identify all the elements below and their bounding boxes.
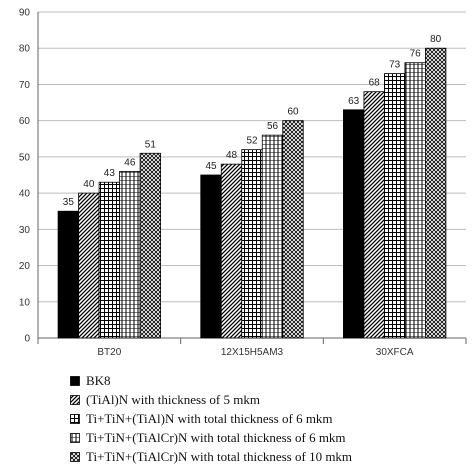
bar [200,174,222,339]
bar [57,210,79,339]
legend-label: (TiAl)N with thickness of 5 mkm [86,391,260,407]
legend-swatch [70,413,80,424]
bar [363,91,385,339]
data-labels: 35 40 43 46 51 45 48 52 56 60 63 68 73 76 80 [63,34,442,208]
data-label: 48 [226,150,238,161]
data-label: 35 [63,197,75,208]
bar [261,134,284,339]
legend-label: Ti+TiN+(TiAlCr)N with total thickness of… [86,429,346,445]
bar [220,163,243,339]
legend-label: Ti+TiN+(TiAlCr)N with total thickness of… [86,448,353,464]
data-label: 46 [124,157,136,168]
category-label: 30XFCA [376,347,414,358]
bar [282,120,304,339]
data-label: 68 [369,78,381,89]
category-label: BT20 [97,347,121,358]
legend-item: Ti+TiN+(TiAlCr)N with total thickness of… [70,447,470,466]
legend-item: (TiAl)N with thickness of 5 mkm [70,390,470,409]
data-label: 73 [389,60,401,71]
legend-item: Ti+TiN+(TiAlCr)N with total thickness of… [70,428,470,447]
y-tick-label: 20 [19,261,31,272]
legend-label: BK8 [86,372,111,388]
data-label: 51 [145,139,157,150]
data-label: 56 [267,121,279,132]
legend-swatch [70,394,80,405]
data-label: 45 [205,161,217,172]
data-label: 63 [348,96,360,107]
y-tick-label: 30 [19,225,31,236]
bar [241,149,263,339]
data-label: 60 [287,107,299,118]
bar [139,152,161,339]
category-label: 12X15H5AM3 [221,347,284,358]
bars [57,47,447,339]
bar [384,73,406,339]
data-label: 52 [246,136,258,147]
bar [98,181,120,339]
bar [425,47,447,339]
y-tick-label: 80 [19,44,31,55]
y-tick-label: 50 [19,152,31,163]
y-tick-label: 40 [19,189,31,200]
legend: BK8 (TiAl)N with thickness of 5 mkm Ti+TiN… [70,371,470,466]
bar [404,62,426,339]
data-label: 43 [104,168,116,179]
y-tick-label: 10 [19,297,31,308]
data-label: 40 [83,179,95,190]
legend-swatch [70,451,80,462]
bar [119,170,141,339]
y-tick-label: 60 [19,116,31,127]
y-tick-label: 0 [24,334,30,345]
y-tick-label: 90 [19,8,31,19]
legend-item: Ti+TiN+(TiAl)N with total thickness of 6… [70,409,470,428]
legend-swatch [70,432,80,443]
data-label: 80 [430,34,442,45]
legend-label: Ti+TiN+(TiAl)N with total thickness of 6… [86,410,333,426]
data-label: 76 [410,49,422,60]
legend-swatch [70,375,80,386]
bar [343,109,365,339]
legend-item: BK8 [70,371,470,390]
bar [78,192,100,339]
y-tick-label: 70 [19,80,31,91]
